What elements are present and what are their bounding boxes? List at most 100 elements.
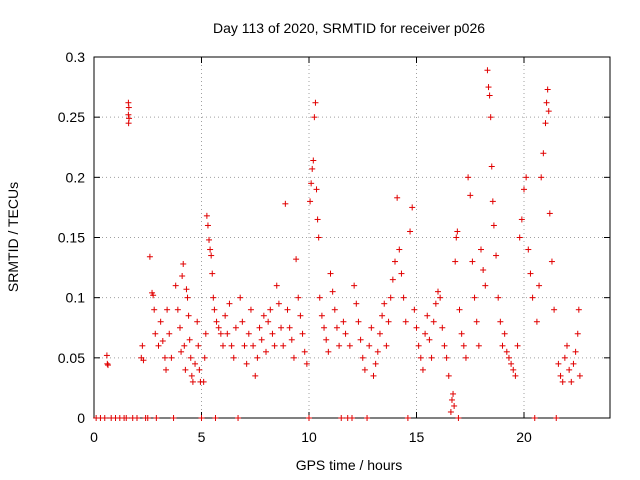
data-point: [275, 300, 282, 307]
data-point: [439, 324, 446, 331]
data-point: [546, 210, 553, 217]
data-point: [181, 342, 188, 349]
data-points: [93, 67, 583, 421]
data-point: [426, 336, 433, 343]
grid-lines: [94, 57, 610, 418]
data-point: [561, 354, 568, 361]
data-point: [318, 312, 325, 319]
data-point: [273, 282, 280, 289]
data-point: [203, 212, 210, 219]
x-tick-label: 20: [516, 429, 532, 445]
data-point: [422, 330, 429, 337]
data-point: [198, 415, 205, 421]
data-point: [473, 318, 480, 325]
data-point: [518, 216, 525, 223]
data-point: [340, 318, 347, 325]
data-point: [544, 86, 551, 93]
data-point: [267, 306, 274, 313]
data-point: [351, 282, 358, 289]
data-point: [146, 253, 153, 260]
data-point: [441, 342, 448, 349]
data-point: [150, 292, 157, 299]
data-point: [321, 324, 328, 331]
data-point: [527, 270, 534, 277]
data-point: [180, 260, 187, 267]
data-point: [392, 258, 398, 265]
data-point: [310, 157, 317, 164]
data-point: [188, 372, 195, 379]
data-point: [575, 306, 582, 313]
data-point: [402, 318, 409, 325]
data-point: [314, 216, 321, 223]
data-point: [389, 276, 396, 283]
data-point: [349, 415, 355, 421]
data-point: [159, 337, 166, 344]
data-point: [278, 324, 285, 331]
data-point: [178, 348, 185, 355]
data-point: [196, 366, 203, 373]
data-point: [490, 222, 497, 229]
data-point: [536, 282, 543, 289]
data-point: [155, 342, 162, 349]
x-tick-label: 0: [90, 429, 98, 445]
data-point: [222, 312, 229, 319]
data-point: [301, 348, 308, 355]
data-point: [430, 318, 437, 325]
data-point: [312, 99, 319, 106]
data-point: [450, 390, 457, 397]
data-point: [258, 336, 265, 343]
data-point: [383, 342, 390, 349]
data-point: [478, 246, 484, 253]
data-point: [458, 330, 465, 337]
data-point: [293, 256, 300, 263]
data-point: [139, 342, 146, 349]
data-point: [398, 270, 405, 277]
data-point: [497, 318, 504, 325]
data-point: [499, 342, 506, 349]
data-point: [254, 354, 261, 361]
data-point: [103, 352, 110, 359]
data-point: [104, 362, 111, 369]
data-point: [493, 252, 500, 259]
data-point: [510, 366, 517, 373]
y-tick-label: 0.1: [66, 290, 86, 306]
data-point: [542, 120, 549, 127]
data-point: [207, 246, 214, 253]
data-point: [355, 318, 362, 325]
x-tick-label: 5: [198, 429, 206, 445]
data-point: [475, 342, 482, 349]
data-point: [413, 324, 420, 331]
data-point: [232, 324, 239, 331]
x-tick-label: 10: [301, 429, 317, 445]
data-point: [469, 258, 476, 265]
data-point: [325, 348, 332, 355]
data-point: [284, 306, 291, 313]
data-point: [551, 306, 558, 313]
data-point: [557, 372, 564, 379]
data-point: [366, 342, 373, 349]
data-point: [217, 330, 224, 337]
data-point: [177, 324, 183, 331]
data-point: [456, 306, 463, 313]
data-point: [564, 342, 570, 349]
data-point: [271, 342, 278, 349]
data-point: [316, 294, 323, 301]
data-point: [566, 366, 573, 373]
data-point: [437, 294, 444, 301]
data-point: [280, 342, 287, 349]
data-point: [452, 258, 459, 265]
data-point: [215, 324, 222, 331]
data-point: [489, 198, 496, 205]
data-point: [295, 294, 302, 301]
data-point: [516, 234, 523, 241]
x-axis-label: GPS time / hours: [296, 457, 403, 473]
data-point: [192, 360, 199, 367]
data-point: [572, 348, 579, 355]
data-point: [448, 396, 455, 403]
data-point: [484, 67, 491, 74]
data-point: [465, 174, 472, 181]
data-point: [182, 366, 189, 373]
data-point: [239, 318, 246, 325]
data-point: [533, 318, 540, 325]
